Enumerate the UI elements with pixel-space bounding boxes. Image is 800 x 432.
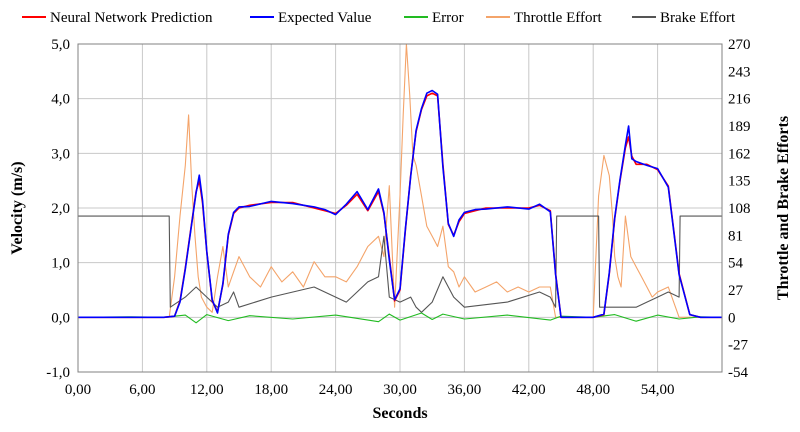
legend-label-brake: Brake Effort [660,10,736,26]
y-tick-label: 4,0 [51,92,70,108]
legend-label-error: Error [432,10,464,26]
y2-tick-label: -54 [728,365,748,381]
series-brake-line [78,215,722,313]
x-tick-label: 24,00 [319,382,353,398]
legend-label-expected: Expected Value [278,10,372,26]
x-tick-label: 12,00 [190,382,224,398]
x-axis-title: Seconds [372,405,427,422]
series-layer [77,43,723,324]
y-tick-label: 3,0 [51,146,70,162]
x-tick-label: 36,00 [448,382,482,398]
y-tick-label: 2,0 [51,201,70,217]
gridlines [77,43,722,373]
x-tick-label: 54,00 [641,382,675,398]
series-error-line [77,312,723,324]
y2-tick-label: 189 [728,119,751,135]
legend: Neural Network Prediction Expected Value… [22,10,736,26]
x-tick-label: 18,00 [254,382,288,398]
y2-tick-label: 270 [728,37,751,53]
y2-tick-label: 108 [728,201,751,217]
y2-tick-label: 216 [728,92,751,108]
y2-axis-title: Throttle and Brake Efforts [775,116,792,300]
y2-tick-label: -27 [728,338,748,354]
legend-label-prediction: Neural Network Prediction [50,10,213,26]
x-tick-label: 48,00 [576,382,610,398]
x-tick-label: 42,00 [512,382,546,398]
y2-tick-label: 0 [728,310,736,326]
y2-tick-label: 162 [728,146,751,162]
legend-label-throttle: Throttle Effort [514,10,602,26]
x-tick-label: 6,00 [129,382,155,398]
x-tick-label: 0,00 [65,382,91,398]
y-axis-title: Velocity (m/s) [9,161,26,254]
y2-tick-label: 27 [728,283,744,299]
plot-frame [77,43,723,373]
y2-tick-label: 81 [728,228,743,244]
y2-tick-label: 54 [728,256,744,272]
y-tick-label: 0,0 [51,310,70,326]
y-tick-label: 5,0 [51,37,70,53]
y-tick-label: 1,0 [51,256,70,272]
y-tick-label: -1,0 [46,365,70,381]
tick-labels: 0,00 6,00 12,00 18,00 24,00 30,00 36,00 42,00 48… [46,37,751,398]
series-expected-line [78,89,722,319]
x-tick-label: 30,00 [383,382,417,398]
y2-tick-label: 135 [728,174,751,190]
y2-tick-label: 243 [728,64,751,80]
